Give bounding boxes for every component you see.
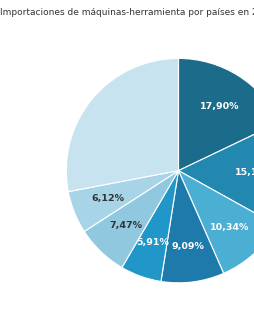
Text: 10,34%: 10,34%: [209, 223, 249, 231]
Wedge shape: [84, 171, 178, 267]
Text: 15,17%: 15,17%: [234, 168, 254, 177]
Text: 6,12%: 6,12%: [91, 194, 124, 203]
Wedge shape: [160, 171, 223, 283]
Text: Importaciones de máquinas-herramienta por países en 2024 (porcentaje sobre el to: Importaciones de máquinas-herramienta po…: [0, 8, 254, 17]
Text: 9,09%: 9,09%: [171, 242, 204, 251]
Text: 5,91%: 5,91%: [136, 238, 169, 247]
Wedge shape: [66, 58, 178, 192]
Wedge shape: [178, 122, 254, 225]
Text: 17,90%: 17,90%: [199, 102, 238, 110]
Wedge shape: [68, 171, 178, 231]
Wedge shape: [121, 171, 178, 281]
Text: 7,47%: 7,47%: [109, 221, 142, 230]
Wedge shape: [178, 58, 254, 171]
Wedge shape: [178, 171, 254, 273]
